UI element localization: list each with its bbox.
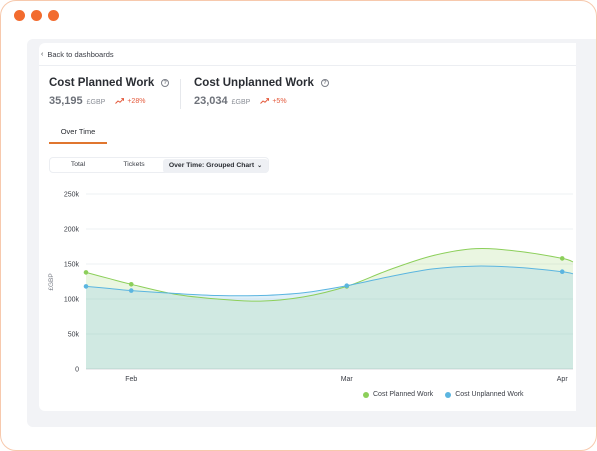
metric-separator [180, 79, 181, 109]
series-area-cost-planned-work [86, 248, 573, 369]
metric-currency: £GBP [231, 99, 251, 106]
help-icon[interactable]: ? [320, 79, 329, 87]
data-point [559, 256, 565, 261]
tab-over-time[interactable]: Over Time [60, 127, 96, 136]
active-tab-indicator [49, 142, 107, 144]
y-tick-label: 100k [64, 297, 80, 304]
data-point [344, 283, 350, 289]
back-to-dashboards-link[interactable]: ‹ Back to dashboards [41, 50, 114, 59]
data-point [83, 270, 89, 275]
trend-value: +5% [272, 97, 287, 105]
minimize-window-dot[interactable] [31, 10, 42, 21]
trend-badge: +5% [260, 97, 287, 105]
data-point [559, 269, 565, 275]
x-tick-label: Feb [125, 376, 137, 383]
y-tick-label: 250k [64, 192, 80, 199]
x-tick-label: Mar [341, 376, 354, 383]
legend-label: Cost Unplanned Work [455, 391, 524, 398]
view-option-grouped-chart-dropdown[interactable]: Over Time: Grouped Chart ⌄ [163, 158, 268, 173]
y-tick-label: 150k [64, 262, 80, 269]
data-point [83, 284, 89, 289]
y-tick-label: 0 [75, 367, 79, 374]
series-line-cost-unplanned-work [85, 265, 574, 297]
legend-item-cost-planned-work[interactable]: Cost Planned Work [363, 391, 433, 398]
metric-cost-planned-work: Cost Planned Work ? 35,195 £GBP +28% [49, 77, 170, 107]
metric-title: Cost Planned Work [49, 77, 155, 89]
metric-value: 35,195 [49, 95, 83, 107]
data-point [128, 288, 134, 293]
trend-badge: +28% [115, 98, 145, 105]
metric-currency: £GBP [86, 99, 106, 106]
chevron-down-icon: ⌄ [257, 162, 263, 169]
trend-up-icon [260, 98, 270, 104]
metric-value: 23,034 [194, 95, 228, 107]
legend-item-cost-unplanned-work[interactable]: Cost Unplanned Work [445, 391, 524, 398]
series-line-cost-planned-work [85, 247, 574, 302]
chart-card [39, 43, 576, 411]
y-axis-label: £GBP [48, 273, 55, 290]
maximize-window-dot[interactable] [48, 10, 59, 21]
metric-title: Cost Unplanned Work [194, 77, 314, 89]
y-tick-label: 200k [64, 227, 80, 234]
trend-value: +28% [127, 97, 146, 105]
x-tick-label: Apr [557, 376, 569, 383]
back-label: Back to dashboards [47, 50, 114, 59]
chart-legend: Cost Planned Work Cost Unplanned Work [363, 391, 524, 398]
data-point [128, 282, 134, 287]
close-window-dot[interactable] [14, 10, 25, 21]
view-option-label: Over Time: Grouped Chart [168, 161, 255, 169]
view-option-tickets[interactable]: Tickets [123, 161, 145, 168]
view-selector: Total Tickets Over Time: Grouped Chart ⌄ [49, 157, 269, 173]
trend-up-icon [115, 98, 125, 104]
view-option-total[interactable]: Total [70, 161, 86, 168]
legend-swatch [445, 391, 452, 398]
chevron-left-icon: ‹ [41, 51, 44, 58]
header-divider [39, 65, 576, 66]
help-icon[interactable]: ? [161, 79, 170, 87]
metric-cost-unplanned-work: Cost Unplanned Work ? 23,034 £GBP +5% [194, 77, 329, 107]
legend-swatch [363, 391, 369, 398]
y-tick-label: 50k [68, 332, 80, 339]
window-controls [14, 10, 59, 21]
legend-label: Cost Planned Work [373, 391, 434, 398]
series-area-cost-unplanned-work [86, 266, 573, 369]
